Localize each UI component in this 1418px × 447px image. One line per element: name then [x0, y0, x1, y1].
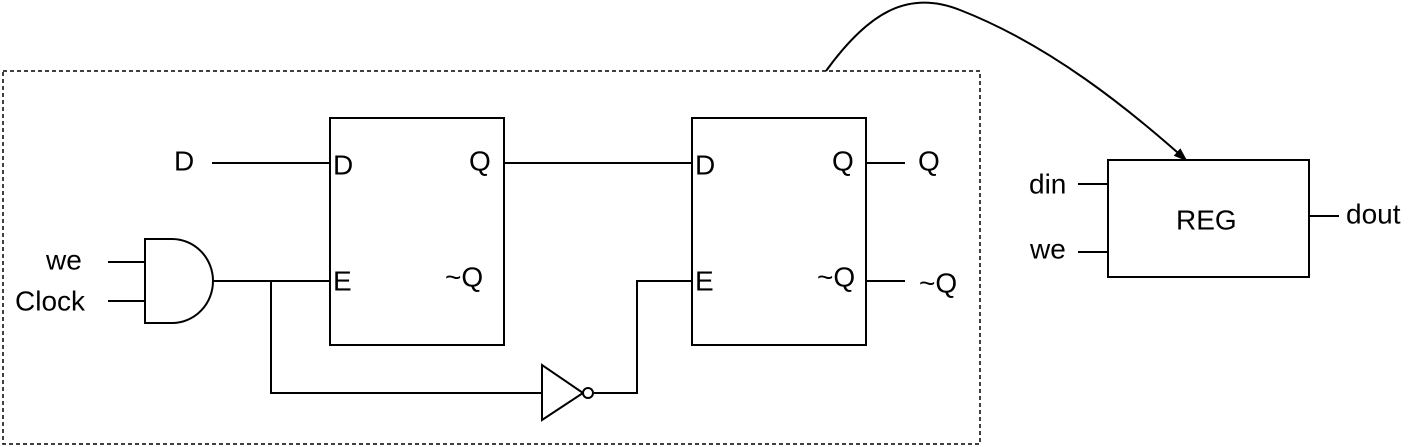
wire-to-inverter	[270, 281, 542, 394]
latch-2-port-e: E	[695, 265, 714, 296]
latch-1-port-e: E	[333, 265, 352, 296]
input-label-d: D	[174, 145, 194, 176]
latch-1-port-nq: ~Q	[445, 261, 483, 292]
input-label-we: we	[45, 244, 82, 275]
output-label-nq: ~Q	[919, 267, 957, 298]
latch-1-port-d: D	[333, 149, 353, 180]
latch-2-port-nq: ~Q	[817, 261, 855, 292]
not-gate	[541, 363, 585, 422]
latch-1	[329, 117, 505, 346]
latch-1-port-q: Q	[469, 145, 491, 176]
output-label-q: Q	[918, 145, 940, 176]
input-label-clock: Clock	[15, 285, 86, 316]
and-gate	[144, 238, 214, 324]
latch-2-port-q: Q	[832, 145, 854, 176]
wire-inverter-to-latch2-e	[593, 280, 692, 394]
reg-input-label-we: we	[1029, 233, 1066, 264]
reg-output-label-dout: dout	[1346, 198, 1401, 229]
reg-block-title: REG	[1176, 204, 1237, 235]
latch-2	[691, 117, 867, 346]
implementation-frame	[2, 70, 981, 445]
reg-block	[1107, 159, 1310, 278]
abstraction-arrow	[825, 1, 1188, 162]
latch-2-port-d: D	[695, 149, 715, 180]
not-gate-bubble	[582, 387, 594, 399]
reg-input-label-din: din	[1029, 168, 1066, 199]
